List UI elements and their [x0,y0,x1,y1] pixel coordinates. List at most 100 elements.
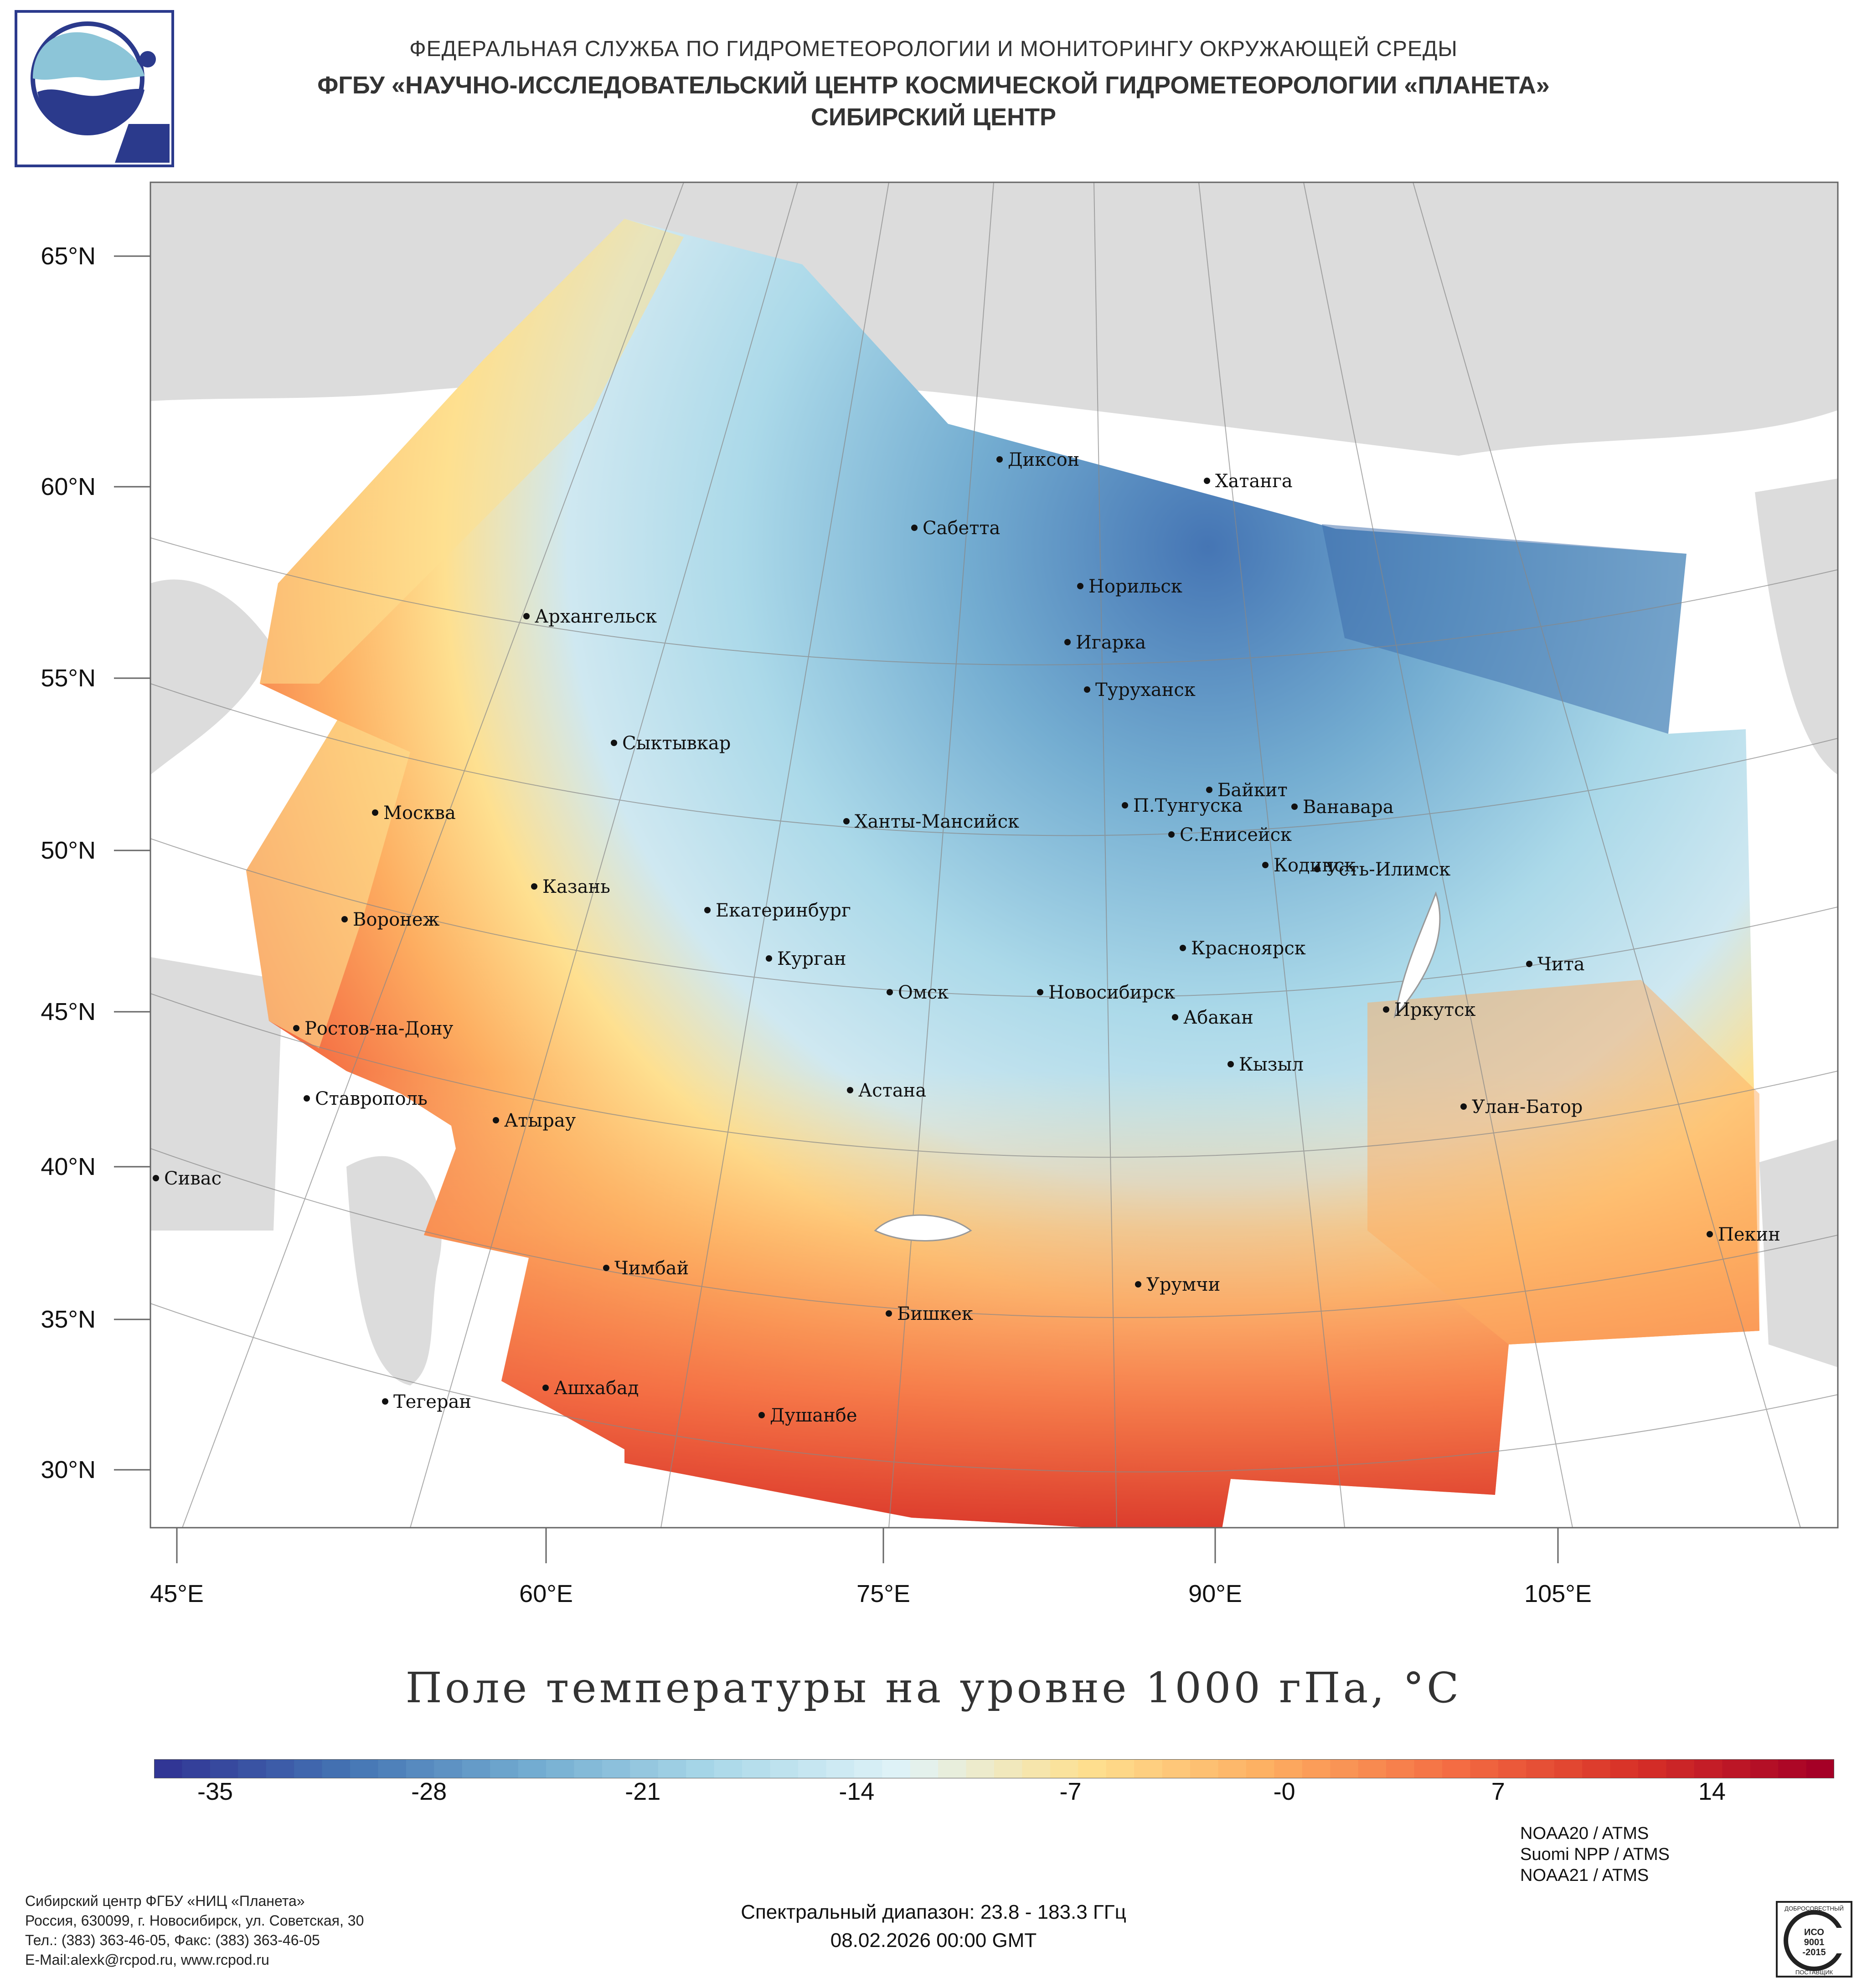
city-label: Абакан [1183,1007,1253,1028]
lon-label: 105°E [1524,1580,1592,1607]
city-label: Урумчи [1146,1274,1220,1295]
lon-label: 60°E [519,1580,573,1607]
colorbar-cell [714,1759,743,1778]
sensor-item: NOAA21 / ATMS [1520,1866,1649,1885]
colorbar-cell [490,1759,519,1778]
city-label: Байкит [1217,780,1288,801]
colorbar-cell [1750,1759,1779,1778]
colorbar-tick-label: -0 [1273,1778,1295,1805]
city-label: Бишкек [897,1303,973,1324]
colorbar-cell [602,1759,631,1778]
city-marker [996,456,1003,463]
city-label: Сыктывкар [622,733,731,754]
header-center: СИБИРСКИЙ ЦЕНТР [810,103,1057,131]
city-marker [1077,583,1083,589]
colorbar-cell [154,1759,183,1778]
city-marker [758,1412,765,1418]
colorbar-tick-label: 7 [1491,1778,1505,1805]
latitude-axis: 65°N 60°N 55°N 50°N 45°N 40°N 35°N 30°N [41,242,150,1483]
city-label: Диксон [1008,449,1079,470]
colorbar-cell [518,1759,547,1778]
city-label: Москва [383,803,456,824]
city-marker [603,1265,609,1271]
city-marker [1227,1061,1234,1067]
city-label: Ашхабад [554,1378,639,1399]
colorbar-cell [1274,1759,1303,1778]
city-label: Сивас [164,1168,222,1189]
colorbar-cell [1554,1759,1583,1778]
colorbar-cell [1470,1759,1499,1778]
svg-text:ИСО: ИСО [1804,1927,1824,1937]
city-label: Хатанга [1215,471,1293,492]
colorbar-cell [322,1759,351,1778]
temperature-map: 65°N 60°N 55°N 50°N 45°N 40°N 35°N 30°N 45°E 60°… [41,181,1839,1607]
city-label: Архангельск [535,606,657,627]
city-label: Пекин [1718,1224,1780,1245]
sensor-list: NOAA20 / ATMS Suomi NPP / ATMS NOAA21 / … [1520,1823,1670,1886]
colorbar-cell [630,1759,659,1778]
colorbar-cell [462,1759,491,1778]
city-label: Кодинск [1274,855,1356,876]
city-label: Норильск [1088,576,1182,597]
city-marker [1168,831,1175,838]
colorbar-cell [1722,1759,1751,1778]
city-marker [911,525,918,531]
colorbar-cell [938,1759,967,1778]
city-label: Чимбай [614,1258,689,1279]
sensor-item: Suomi NPP / ATMS [1520,1845,1670,1864]
colorbar-cell [1442,1759,1471,1778]
city-marker [304,1095,310,1102]
city-marker [493,1117,499,1123]
lat-label: 35°N [41,1306,96,1333]
city-label: Иркутск [1394,999,1476,1020]
city-marker [886,1310,892,1317]
colorbar-cell [966,1759,995,1778]
city-marker [1204,478,1210,484]
colorbar-cell [910,1759,939,1778]
timestamp: 08.02.2026 00:00 GMT [830,1929,1037,1952]
city-label: Игарка [1076,632,1146,653]
arctic-landmass [150,182,1838,456]
city-label: Курган [777,948,846,969]
colorbar-tick-label: -14 [839,1778,875,1805]
kamchatka-landmass [1755,479,1838,775]
colorbar-cell [546,1759,575,1778]
city-marker [542,1385,549,1391]
colorbar-cell [1330,1759,1359,1778]
colorbar-cell [994,1759,1023,1778]
temperature-field [246,219,1759,1528]
footer-contacts: Сибирский центр ФГБУ «НИЦ «Планета» Росс… [25,1891,364,1970]
colorbar-cell [1386,1759,1415,1778]
city-marker [1180,945,1186,951]
colorbar-tick-label: -7 [1059,1778,1082,1805]
colorbar-cell [1666,1759,1695,1778]
colorbar-cell [1022,1759,1051,1778]
lon-label: 45°E [150,1580,204,1607]
colorbar-cell [294,1759,323,1778]
city-label: Красноярск [1191,938,1306,959]
city-marker [341,916,348,922]
city-marker [293,1025,299,1031]
city-marker [1526,961,1532,967]
map-title: Поле температуры на уровне 1000 гПа, °C [405,1664,1462,1712]
city-marker [1064,639,1071,645]
colorbar-cell [574,1759,603,1778]
planeta-logo [15,10,174,167]
city-label: Ванавара [1303,797,1394,818]
city-marker [843,818,850,824]
colorbar-cell [1050,1759,1079,1778]
colorbar-cell [1190,1759,1219,1778]
city-label: П.Тунгуска [1133,795,1243,816]
city-label: Душанбе [770,1405,857,1426]
lat-label: 65°N [41,242,96,270]
colorbar-cell [798,1759,827,1778]
city-label: Тегеран [393,1391,471,1412]
lat-label: 50°N [41,837,96,864]
colorbar-cell [770,1759,799,1778]
city-marker [1172,1014,1178,1020]
city-label: Воронеж [353,909,439,930]
scandinavia-landmass [150,579,273,775]
footer-email: E-Mail:alexk@rcpod.ru, www.rcpod.ru [25,1952,269,1968]
lat-label: 40°N [41,1153,96,1180]
city-label: Улан-Батор [1472,1097,1583,1118]
